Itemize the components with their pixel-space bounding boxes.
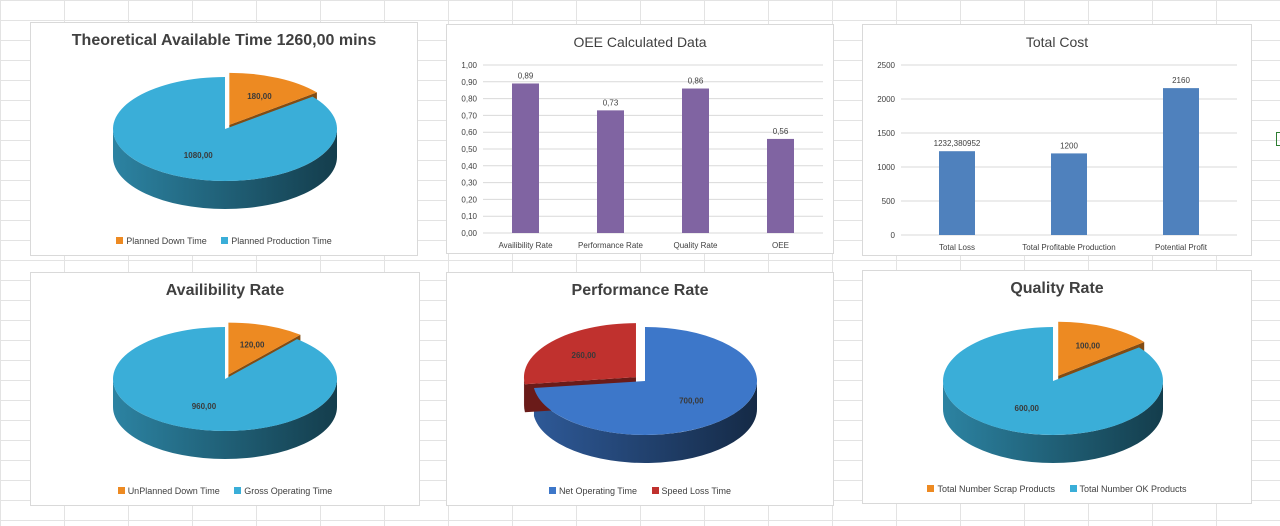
pie-slice-side <box>523 377 525 413</box>
total-cost-chart[interactable]: Total Cost 0 500 1000 1500 2000 2500 1232,3809… <box>862 24 1252 256</box>
active-cell-marker <box>1276 132 1280 146</box>
legend-item: Planned Production Time <box>221 236 332 246</box>
bar <box>1051 153 1087 235</box>
legend-item: Total Number OK Products <box>1069 484 1187 494</box>
slice-label: 700,00 <box>679 397 704 406</box>
bar-value-label: 1232,380952 <box>934 139 981 148</box>
y-tick-label: 0,20 <box>461 195 477 204</box>
pie-slice <box>113 327 338 431</box>
bar <box>1163 88 1199 235</box>
y-tick-label: 0,90 <box>461 78 477 87</box>
y-tick-label: 2000 <box>877 95 895 104</box>
x-tick-label: Quality Rate <box>673 241 718 250</box>
x-tick-label: Potential Profit <box>1155 243 1208 252</box>
pie-plot: 700,00 260,00 <box>523 323 757 464</box>
legend-item: Planned Down Time <box>116 236 207 246</box>
y-tick-label: 0,10 <box>461 212 477 221</box>
y-tick-label: 500 <box>882 197 896 206</box>
bar-value-label: 1200 <box>1060 141 1078 150</box>
chart-title: OEE Calculated Data <box>573 34 707 50</box>
slice-label: 960,00 <box>192 402 217 411</box>
chart-title: Availibility Rate <box>165 282 285 299</box>
bar-value-label: 0,73 <box>603 98 619 107</box>
chart-legend: Net Operating Time Speed Loss Time <box>447 486 833 496</box>
performance-rate-chart[interactable]: Performance Rate 700,00 260,00 Net Operat… <box>446 272 834 506</box>
legend-item: Gross Operating Time <box>234 486 332 496</box>
bar-plot: 0,00 0,10 0,20 0,30 0,40 0,50 0,60 0,70 0,80 0,90… <box>461 61 823 250</box>
y-tick-label: 0,50 <box>461 145 477 154</box>
x-tick-label: Availibility Rate <box>498 241 553 250</box>
bar-value-label: 0,56 <box>773 127 789 136</box>
y-tick-label: 0,70 <box>461 111 477 120</box>
pie-plot: 180,00 1080,00 <box>113 72 337 209</box>
legend-item: Net Operating Time <box>548 486 637 496</box>
pie-slice-side <box>113 379 337 459</box>
pie-slice-side <box>113 129 337 209</box>
bar <box>597 110 624 233</box>
bar-value-label: 2160 <box>1172 76 1190 85</box>
pie-slice <box>229 72 317 125</box>
y-tick-label: 1000 <box>877 163 895 172</box>
legend-item: Speed Loss Time <box>651 486 731 496</box>
pie-plot: 120,00 960,00 <box>113 322 338 459</box>
theoretical-time-chart[interactable]: Theoretical Available Time 1260,00 mins … <box>30 22 418 256</box>
chart-legend: UnPlanned Down Time Gross Operating Time <box>31 486 419 496</box>
bar <box>939 151 975 235</box>
oee-chart[interactable]: OEE Calculated Data 0,00 0,10 0,20 0,30 0,40… <box>446 24 834 254</box>
x-tick-label: Performance Rate <box>578 241 643 250</box>
chart-title: Theoretical Available Time 1260,00 mins <box>71 32 377 49</box>
chart-title: Total Cost <box>1025 34 1089 50</box>
quality-rate-chart[interactable]: Quality Rate 100,00 600,00 Total Number S… <box>862 270 1252 504</box>
y-tick-label: 0,80 <box>461 95 477 104</box>
y-tick-label: 0 <box>891 231 896 240</box>
bar-value-label: 0,86 <box>688 77 704 86</box>
x-tick-label: OEE <box>772 241 789 250</box>
y-tick-label: 1500 <box>877 129 895 138</box>
y-tick-label: 2500 <box>877 61 895 70</box>
y-tick-label: 0,00 <box>461 229 477 238</box>
bar <box>512 83 539 233</box>
legend-item: Total Number Scrap Products <box>927 484 1055 494</box>
pie-slice <box>1058 321 1145 376</box>
pie-slice <box>228 322 301 375</box>
x-tick-label: Total Loss <box>939 243 975 252</box>
availability-rate-chart[interactable]: Availibility Rate 120,00 960,00 UnPlanned… <box>30 272 420 506</box>
pie-slice <box>113 77 337 182</box>
y-tick-label: 1,00 <box>461 61 477 70</box>
slice-label: 180,00 <box>247 92 272 101</box>
slice-label: 260,00 <box>572 351 597 360</box>
slice-label: 1080,00 <box>184 151 213 160</box>
slice-label: 600,00 <box>1015 404 1040 413</box>
bar <box>767 138 794 233</box>
pie-slice <box>533 327 757 435</box>
chart-legend: Planned Down Time Planned Production Tim… <box>31 236 417 246</box>
y-tick-label: 0,60 <box>461 128 477 137</box>
y-tick-label: 0,30 <box>461 179 477 188</box>
pie-plot: 100,00 600,00 <box>943 321 1163 463</box>
slice-label: 100,00 <box>1076 342 1101 351</box>
chart-title: Performance Rate <box>571 282 709 299</box>
pie-slice <box>523 323 636 385</box>
slice-label: 120,00 <box>240 340 265 349</box>
bar-value-label: 0,89 <box>518 71 534 80</box>
x-tick-label: Total Profitable Production <box>1022 243 1115 252</box>
chart-legend: Total Number Scrap Products Total Number… <box>863 484 1251 494</box>
pie-slice-side <box>943 381 1163 463</box>
pie-slice <box>943 327 1163 435</box>
legend-item: UnPlanned Down Time <box>117 486 220 496</box>
pie-slice-side <box>533 381 757 464</box>
y-tick-label: 0,40 <box>461 162 477 171</box>
bar-plot: 0 500 1000 1500 2000 2500 1232,380952 Total Los… <box>877 61 1237 252</box>
chart-title: Quality Rate <box>1010 280 1104 297</box>
bar <box>682 88 709 233</box>
